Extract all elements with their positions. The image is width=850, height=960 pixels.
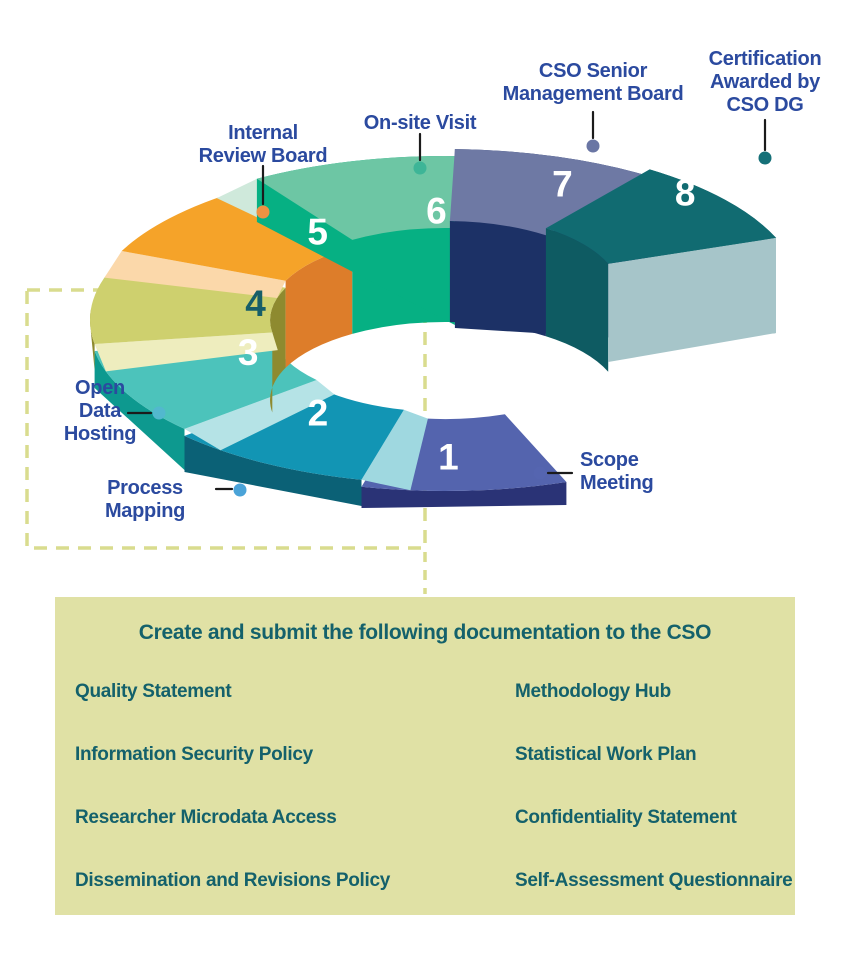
process-step-2: [184, 387, 428, 506]
step-2-side-wall: [184, 435, 362, 506]
doc-item-information-security: Information Security Policy: [75, 744, 313, 765]
leader-dot-step-1: [533, 466, 547, 480]
step-5-inner-wall: [285, 246, 353, 368]
step-4-riser: [94, 332, 278, 372]
callout-certification-awarded: Certification Awarded by CSO DG: [708, 48, 822, 116]
leader-dot-step-5: [256, 205, 270, 219]
step-5-top-face: [121, 185, 353, 281]
documentation-columns: Quality Statement Information Security P…: [55, 681, 795, 892]
step-number-6: 6: [426, 191, 447, 232]
step-number-3: 3: [238, 332, 259, 373]
process-step-5: [104, 185, 353, 368]
leader-dot-step-8: [758, 151, 772, 165]
step-8-end-cap: [608, 237, 776, 362]
step-2-riser: [361, 409, 428, 491]
documentation-column-left: Quality Statement Information Security P…: [75, 681, 515, 892]
doc-item-quality-statement: Quality Statement: [75, 681, 232, 702]
doc-item-confidentiality: Confidentiality Statement: [515, 807, 737, 828]
step-3-side-wall: [94, 351, 185, 470]
step-2-top-face: [184, 387, 404, 480]
process-step-6: [216, 156, 455, 334]
step-number-2: 2: [308, 392, 329, 433]
leader-dot-step-2: [233, 483, 247, 497]
step-6-top-face: [256, 156, 455, 240]
step-number-7: 7: [552, 163, 573, 204]
callout-open-data-hosting: Open Data Hosting: [63, 377, 137, 445]
leader-dot-step-7: [586, 139, 600, 153]
step-7-top-face: [449, 149, 650, 236]
step-5-riser: [104, 251, 286, 298]
step-1-side-wall: [361, 482, 567, 508]
leader-dot-step-3: [152, 406, 166, 420]
step-number-8: 8: [675, 172, 696, 213]
documentation-box: Create and submit the following document…: [55, 597, 795, 915]
step-4-side-wall: [90, 309, 95, 370]
step-8-inner-wall: [545, 228, 609, 372]
callout-internal-review-board: Internal Review Board: [198, 122, 328, 167]
callout-process-mapping: Process Mapping: [104, 477, 186, 522]
step-3-riser: [184, 380, 335, 451]
step-number-1: 1: [438, 436, 459, 477]
process-step-8: [545, 169, 776, 372]
doc-item-self-assessment: Self-Assessment Questionnaire: [515, 870, 793, 891]
callout-scope-meeting: Scope Meeting: [580, 449, 654, 494]
doc-item-methodology-hub: Methodology Hub: [515, 681, 671, 702]
step-4-inner-wall: [270, 287, 286, 413]
step-number-4: 4: [245, 283, 266, 324]
doc-item-researcher-microdata: Researcher Microdata Access: [75, 807, 337, 828]
leader-dot-step-6: [413, 161, 427, 175]
callout-on-site-visit: On-site Visit: [363, 112, 477, 134]
callout-cso-senior-management-board: CSO Senior Management Board: [502, 60, 684, 105]
doc-item-dissemination-policy: Dissemination and Revisions Policy: [75, 870, 391, 891]
step-number-5: 5: [307, 211, 328, 252]
step-8-top-face: [545, 169, 776, 264]
doc-item-statistical-work-plan: Statistical Work Plan: [515, 744, 697, 765]
documentation-box-title: Create and submit the following document…: [138, 621, 712, 644]
documentation-column-right: Methodology Hub Statistical Work Plan Co…: [515, 681, 793, 892]
